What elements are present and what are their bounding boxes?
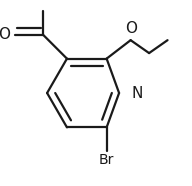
Text: Br: Br [99,153,114,167]
Text: N: N [131,86,142,100]
Text: O: O [125,21,137,36]
Text: O: O [0,27,10,42]
